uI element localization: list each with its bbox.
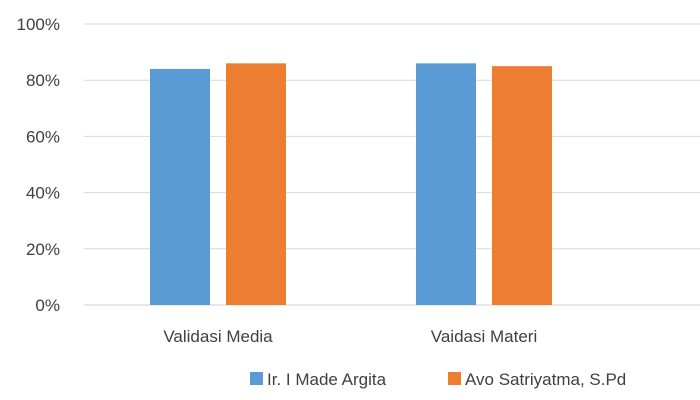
y-axis-tick-labels: 0% 20% 40% 60% 80% 100% xyxy=(17,15,60,315)
bar-series-1-validasi-media xyxy=(150,68,210,306)
bar-series-2-vaidasi-materi xyxy=(492,66,552,306)
legend-swatch xyxy=(448,372,461,385)
legend: Ir. I Made Argita Avo Satriyatma, S.Pd xyxy=(250,370,626,389)
x-category-label: Validasi Media xyxy=(163,327,273,346)
y-tick-label: 40% xyxy=(26,184,60,203)
x-axis-category-labels: Validasi Media Vaidasi Materi xyxy=(163,327,537,346)
legend-label: Avo Satriyatma, S.Pd xyxy=(465,370,626,389)
y-tick-label: 0% xyxy=(35,296,60,315)
x-category-label: Vaidasi Materi xyxy=(431,327,537,346)
bar-series-2-validasi-media xyxy=(226,63,286,306)
y-tick-label: 20% xyxy=(26,240,60,259)
bar-series-1-vaidasi-materi xyxy=(416,63,476,306)
y-tick-label: 60% xyxy=(26,127,60,146)
y-tick-label: 80% xyxy=(26,71,60,90)
bars xyxy=(150,63,552,306)
legend-label: Ir. I Made Argita xyxy=(267,370,387,389)
y-tick-label: 100% xyxy=(17,15,60,34)
legend-swatch xyxy=(250,372,263,385)
